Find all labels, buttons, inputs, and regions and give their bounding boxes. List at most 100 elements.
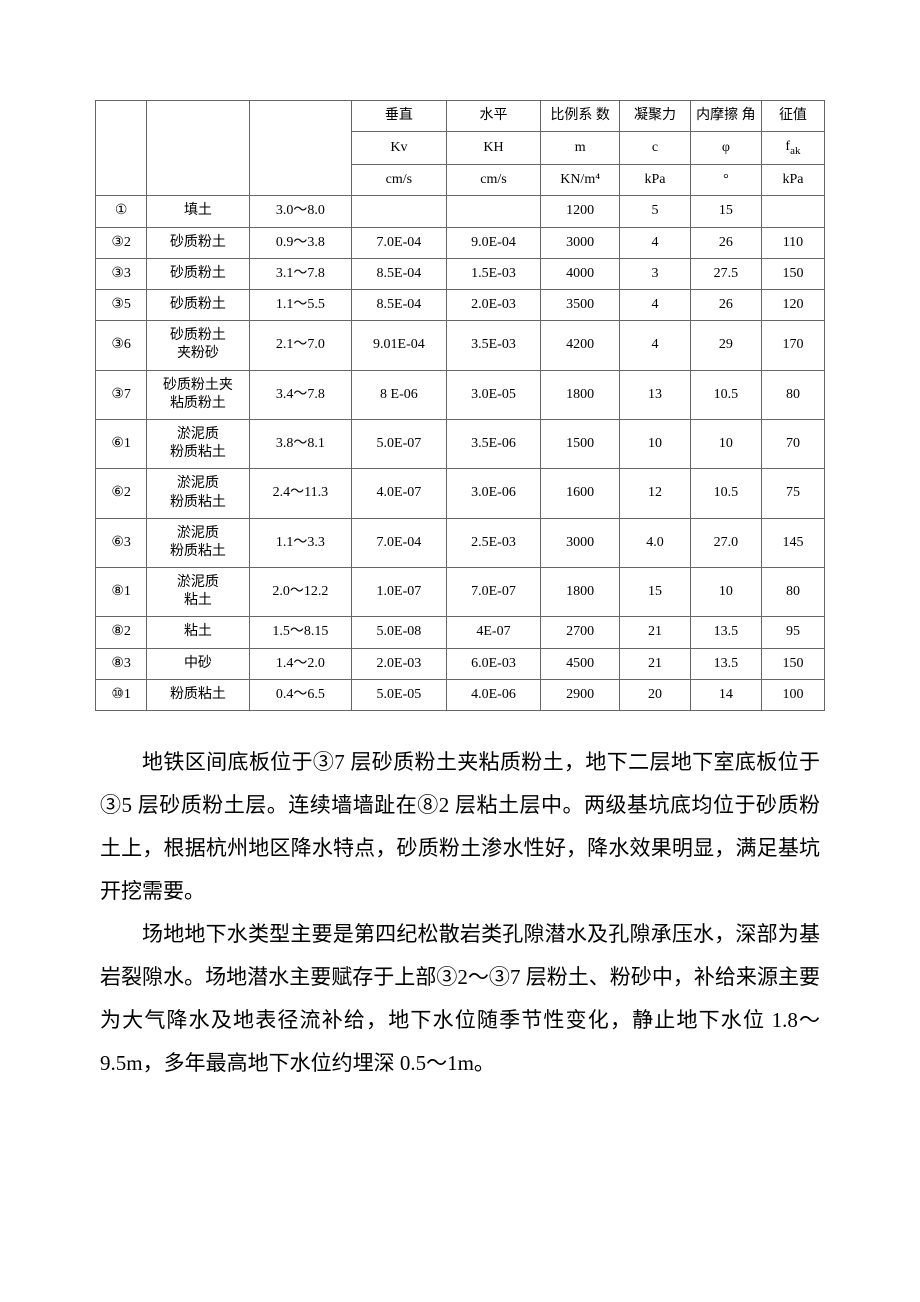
header-char: 征值 <box>761 101 824 132</box>
cell-name: 粉质粘土 <box>147 679 249 710</box>
cell-phi: 10 <box>690 568 761 617</box>
cell-id: ⑥1 <box>96 419 147 468</box>
cell-c: 4 <box>620 321 691 370</box>
unit-c: kPa <box>620 165 691 196</box>
cell-m: 3500 <box>541 290 620 321</box>
cell-id: ③5 <box>96 290 147 321</box>
cell-name: 砂质粉土 <box>147 258 249 289</box>
cell-kv: 5.0E-08 <box>352 617 447 648</box>
cell-m: 3000 <box>541 227 620 258</box>
cell-kv <box>352 196 447 227</box>
cell-kh: 4.0E-06 <box>446 679 541 710</box>
table-row: ⑩1粉质粘土0.4～6.55.0E-054.0E-0629002014100 <box>96 679 825 710</box>
cell-kh: 2.0E-03 <box>446 290 541 321</box>
cell-kh: 7.0E-07 <box>446 568 541 617</box>
cell-phi: 27.5 <box>690 258 761 289</box>
cell-thick: 1.4～2.0 <box>249 648 351 679</box>
cell-kh: 2.5E-03 <box>446 518 541 567</box>
cell-name: 砂质粉土 <box>147 227 249 258</box>
cell-id: ③3 <box>96 258 147 289</box>
header-row-1: 垂直 水平 比例系 数 凝聚力 内摩擦 角 征值 <box>96 101 825 132</box>
cell-name: 砂质粉土夹粉砂 <box>147 321 249 370</box>
cell-phi: 15 <box>690 196 761 227</box>
cell-c: 13 <box>620 370 691 419</box>
cell-c: 20 <box>620 679 691 710</box>
cell-kv: 8.5E-04 <box>352 258 447 289</box>
cell-phi: 29 <box>690 321 761 370</box>
cell-id: ③6 <box>96 321 147 370</box>
header-friction: 内摩擦 角 <box>690 101 761 132</box>
cell-kv: 5.0E-05 <box>352 679 447 710</box>
cell-fak: 150 <box>761 258 824 289</box>
cell-id: ① <box>96 196 147 227</box>
table-row: ③3砂质粉土3.1～7.88.5E-041.5E-034000327.5150 <box>96 258 825 289</box>
cell-c: 5 <box>620 196 691 227</box>
cell-fak: 70 <box>761 419 824 468</box>
cell-fak: 145 <box>761 518 824 567</box>
header-empty-name <box>147 101 249 196</box>
table-row: ⑧1淤泥质粘土2.0～12.21.0E-077.0E-071800151080 <box>96 568 825 617</box>
cell-kh: 3.0E-05 <box>446 370 541 419</box>
cell-thick: 3.1～7.8 <box>249 258 351 289</box>
cell-fak: 120 <box>761 290 824 321</box>
cell-m: 4000 <box>541 258 620 289</box>
cell-c: 3 <box>620 258 691 289</box>
table-body: 垂直 水平 比例系 数 凝聚力 内摩擦 角 征值 Kv KH m c φ fak… <box>96 101 825 711</box>
cell-thick: 2.0～12.2 <box>249 568 351 617</box>
cell-c: 10 <box>620 419 691 468</box>
unit-kv: cm/s <box>352 165 447 196</box>
cell-m: 2900 <box>541 679 620 710</box>
cell-m: 1800 <box>541 568 620 617</box>
unit-phi: ° <box>690 165 761 196</box>
cell-m: 3000 <box>541 518 620 567</box>
header-c: c <box>620 132 691 165</box>
cell-kh: 9.0E-04 <box>446 227 541 258</box>
cell-name: 填土 <box>147 196 249 227</box>
cell-name: 淤泥质粉质粘土 <box>147 419 249 468</box>
unit-m: KN/m⁴ <box>541 165 620 196</box>
cell-thick: 3.8～8.1 <box>249 419 351 468</box>
cell-name: 淤泥质粉质粘土 <box>147 518 249 567</box>
cell-thick: 0.9～3.8 <box>249 227 351 258</box>
cell-thick: 0.4～6.5 <box>249 679 351 710</box>
cell-id: ⑩1 <box>96 679 147 710</box>
cell-phi: 14 <box>690 679 761 710</box>
cell-m: 4200 <box>541 321 620 370</box>
cell-fak: 80 <box>761 370 824 419</box>
cell-id: ③2 <box>96 227 147 258</box>
cell-kh: 6.0E-03 <box>446 648 541 679</box>
header-phi: φ <box>690 132 761 165</box>
cell-m: 2700 <box>541 617 620 648</box>
cell-phi: 10.5 <box>690 469 761 518</box>
cell-kv: 4.0E-07 <box>352 469 447 518</box>
cell-thick: 1.1～3.3 <box>249 518 351 567</box>
cell-name: 粘土 <box>147 617 249 648</box>
table-row: ③6砂质粉土夹粉砂2.1～7.09.01E-043.5E-03420042917… <box>96 321 825 370</box>
cell-fak: 110 <box>761 227 824 258</box>
cell-kv: 1.0E-07 <box>352 568 447 617</box>
body-text: 地铁区间底板位于③7 层砂质粉土夹粘质粉土，地下二层地下室底板位于③5 层砂质粉… <box>95 741 825 1085</box>
cell-id: ⑧2 <box>96 617 147 648</box>
cell-phi: 27.0 <box>690 518 761 567</box>
header-m: m <box>541 132 620 165</box>
cell-phi: 13.5 <box>690 617 761 648</box>
cell-fak <box>761 196 824 227</box>
table-row: ③2砂质粉土0.9～3.87.0E-049.0E-043000426110 <box>96 227 825 258</box>
paragraph-1: 地铁区间底板位于③7 层砂质粉土夹粘质粉土，地下二层地下室底板位于③5 层砂质粉… <box>100 741 820 913</box>
table-row: ⑥1淤泥质粉质粘土3.8～8.15.0E-073.5E-061500101070 <box>96 419 825 468</box>
cell-thick: 2.4～11.3 <box>249 469 351 518</box>
header-empty-thick <box>249 101 351 196</box>
cell-kv: 9.01E-04 <box>352 321 447 370</box>
header-fak: fak <box>761 132 824 165</box>
cell-m: 1500 <box>541 419 620 468</box>
cell-c: 21 <box>620 648 691 679</box>
cell-m: 1600 <box>541 469 620 518</box>
cell-thick: 1.5～8.15 <box>249 617 351 648</box>
cell-name: 淤泥质粘土 <box>147 568 249 617</box>
cell-fak: 150 <box>761 648 824 679</box>
cell-m: 1800 <box>541 370 620 419</box>
header-horiz: 水平 <box>446 101 541 132</box>
cell-fak: 100 <box>761 679 824 710</box>
header-vert: 垂直 <box>352 101 447 132</box>
unit-kh: cm/s <box>446 165 541 196</box>
